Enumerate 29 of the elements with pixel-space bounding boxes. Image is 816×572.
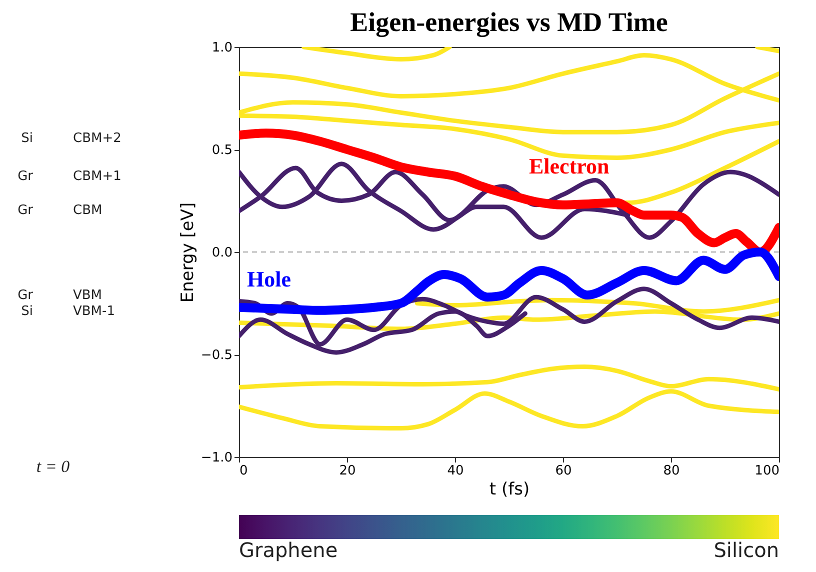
text: Gr: [18, 169, 34, 184]
series-label: Hole: [247, 266, 292, 292]
y-tick-label: −0.5: [200, 348, 232, 363]
color-bar-label: Silicon: [714, 538, 779, 562]
x-tick-label: 100: [754, 464, 780, 478]
x-tick-label: 0: [240, 464, 248, 478]
color-bar-label: Graphene: [239, 538, 338, 562]
text: Si: [21, 131, 33, 146]
text: CBM+2: [73, 131, 122, 146]
text: VBM-1: [73, 304, 115, 319]
x-tick-label: 80: [663, 464, 680, 478]
series-label: Electron: [529, 154, 610, 179]
text: CBM+1: [73, 169, 122, 184]
text: Gr: [18, 203, 34, 218]
y-axis-title: Energy [eV]: [178, 202, 198, 303]
y-tick-label: 0.0: [212, 246, 232, 260]
text: t = 0: [36, 457, 70, 476]
y-tick-label: −1.0: [200, 450, 232, 466]
text: VBM: [73, 288, 102, 303]
x-axis-title: t (fs): [489, 480, 530, 500]
y-tick-label: 1.0: [212, 40, 232, 56]
x-tick-label: 40: [447, 464, 464, 478]
x-tick-label: 20: [339, 464, 356, 478]
x-tick-label: 60: [555, 464, 572, 478]
y-tick-label: 0.5: [212, 143, 232, 158]
text: Gr: [18, 288, 34, 303]
chart-title: Eigen-energies vs MD Time: [350, 7, 668, 37]
text: CBM: [73, 203, 102, 218]
text: Si: [21, 304, 33, 319]
